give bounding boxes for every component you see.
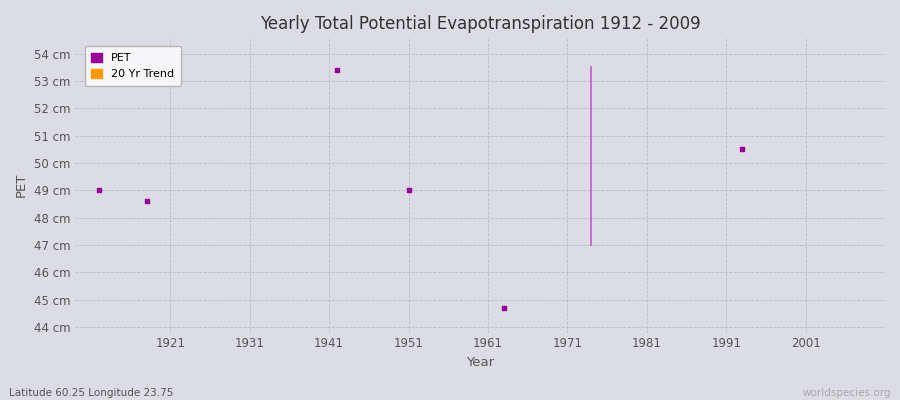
Title: Yearly Total Potential Evapotranspiration 1912 - 2009: Yearly Total Potential Evapotranspiratio…	[260, 15, 700, 33]
Point	[401, 187, 416, 194]
Point	[735, 146, 750, 153]
Text: worldspecies.org: worldspecies.org	[803, 388, 891, 398]
Point	[330, 67, 345, 73]
Point	[140, 198, 154, 204]
Text: Latitude 60.25 Longitude 23.75: Latitude 60.25 Longitude 23.75	[9, 388, 174, 398]
Y-axis label: PET: PET	[15, 173, 28, 197]
Point	[92, 187, 106, 194]
Point	[497, 305, 511, 311]
Legend: PET, 20 Yr Trend: PET, 20 Yr Trend	[85, 46, 181, 86]
X-axis label: Year: Year	[466, 356, 494, 369]
